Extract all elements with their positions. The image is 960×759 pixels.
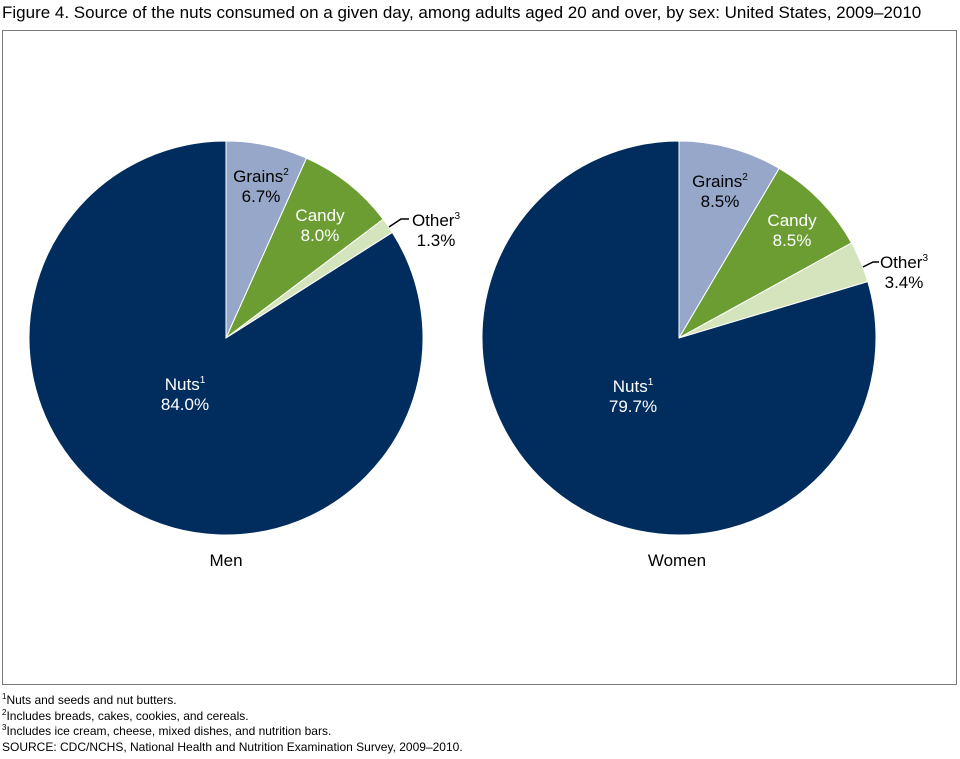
- slice-label-grains: Grains2 6.7%: [233, 167, 289, 206]
- slice-value-grains: 8.5%: [701, 192, 740, 211]
- pie-women: Grains2 8.5% Candy 8.5% Other3 3.4% Nuts1 79.7%…: [481, 140, 929, 570]
- footnote-3: 3Includes ice cream, cheese, mixed dishe…: [2, 723, 332, 739]
- pie-caption-women: Women: [648, 551, 706, 570]
- footnote-2: 2Includes breads, cakes, cookies, and ce…: [2, 707, 249, 723]
- slice-label-other: Other3 3.4%: [880, 253, 929, 292]
- slice-value-candy: 8.0%: [301, 226, 340, 245]
- slice-label-nuts: Nuts1 79.7%: [609, 377, 657, 416]
- slice-value-nuts: 79.7%: [609, 397, 657, 416]
- chart-title: Figure 4. Source of the nuts consumed on…: [2, 3, 922, 22]
- pie-men: Grains2 6.7%Candy 8.0% Other3 1.3% Nuts1 84.0%…: [28, 140, 461, 570]
- leader-line-other: [862, 261, 879, 268]
- slice-value-grains: 6.7%: [242, 187, 281, 206]
- slice-label-candy: Candy 8.0%: [295, 206, 345, 245]
- source-note: SOURCE: CDC/NCHS, National Health and Nu…: [2, 739, 463, 754]
- slice-label-grains: Grains2 8.5%: [692, 172, 748, 211]
- slice-label-other: Other3 1.3%: [412, 211, 461, 250]
- pie-slice-candy: [225, 157, 384, 339]
- slice-value-other: 3.4%: [885, 273, 924, 292]
- pie-slice-nuts: [481, 140, 877, 536]
- chart-frame: [2, 30, 957, 685]
- slice-label-nuts: Nuts1 84.0%: [161, 375, 209, 414]
- footnotes: 1Nuts and seeds and nut butters. 2Includ…: [2, 693, 463, 755]
- slice-value-other: 1.3%: [417, 231, 456, 250]
- slice-value-nuts: 84.0%: [161, 395, 209, 414]
- leader-line-other: [388, 218, 409, 228]
- pie-slice-candy: [677, 167, 853, 340]
- pie-slice-nuts: [28, 140, 424, 536]
- footnote-1: 1Nuts and seeds and nut butters.: [2, 692, 177, 708]
- pie-slice-grains: [678, 140, 780, 340]
- slice-label-candy: Candy 8.5%: [767, 211, 817, 250]
- pie-caption-men: Men: [209, 551, 242, 570]
- slice-value-candy: 8.5%: [773, 231, 812, 250]
